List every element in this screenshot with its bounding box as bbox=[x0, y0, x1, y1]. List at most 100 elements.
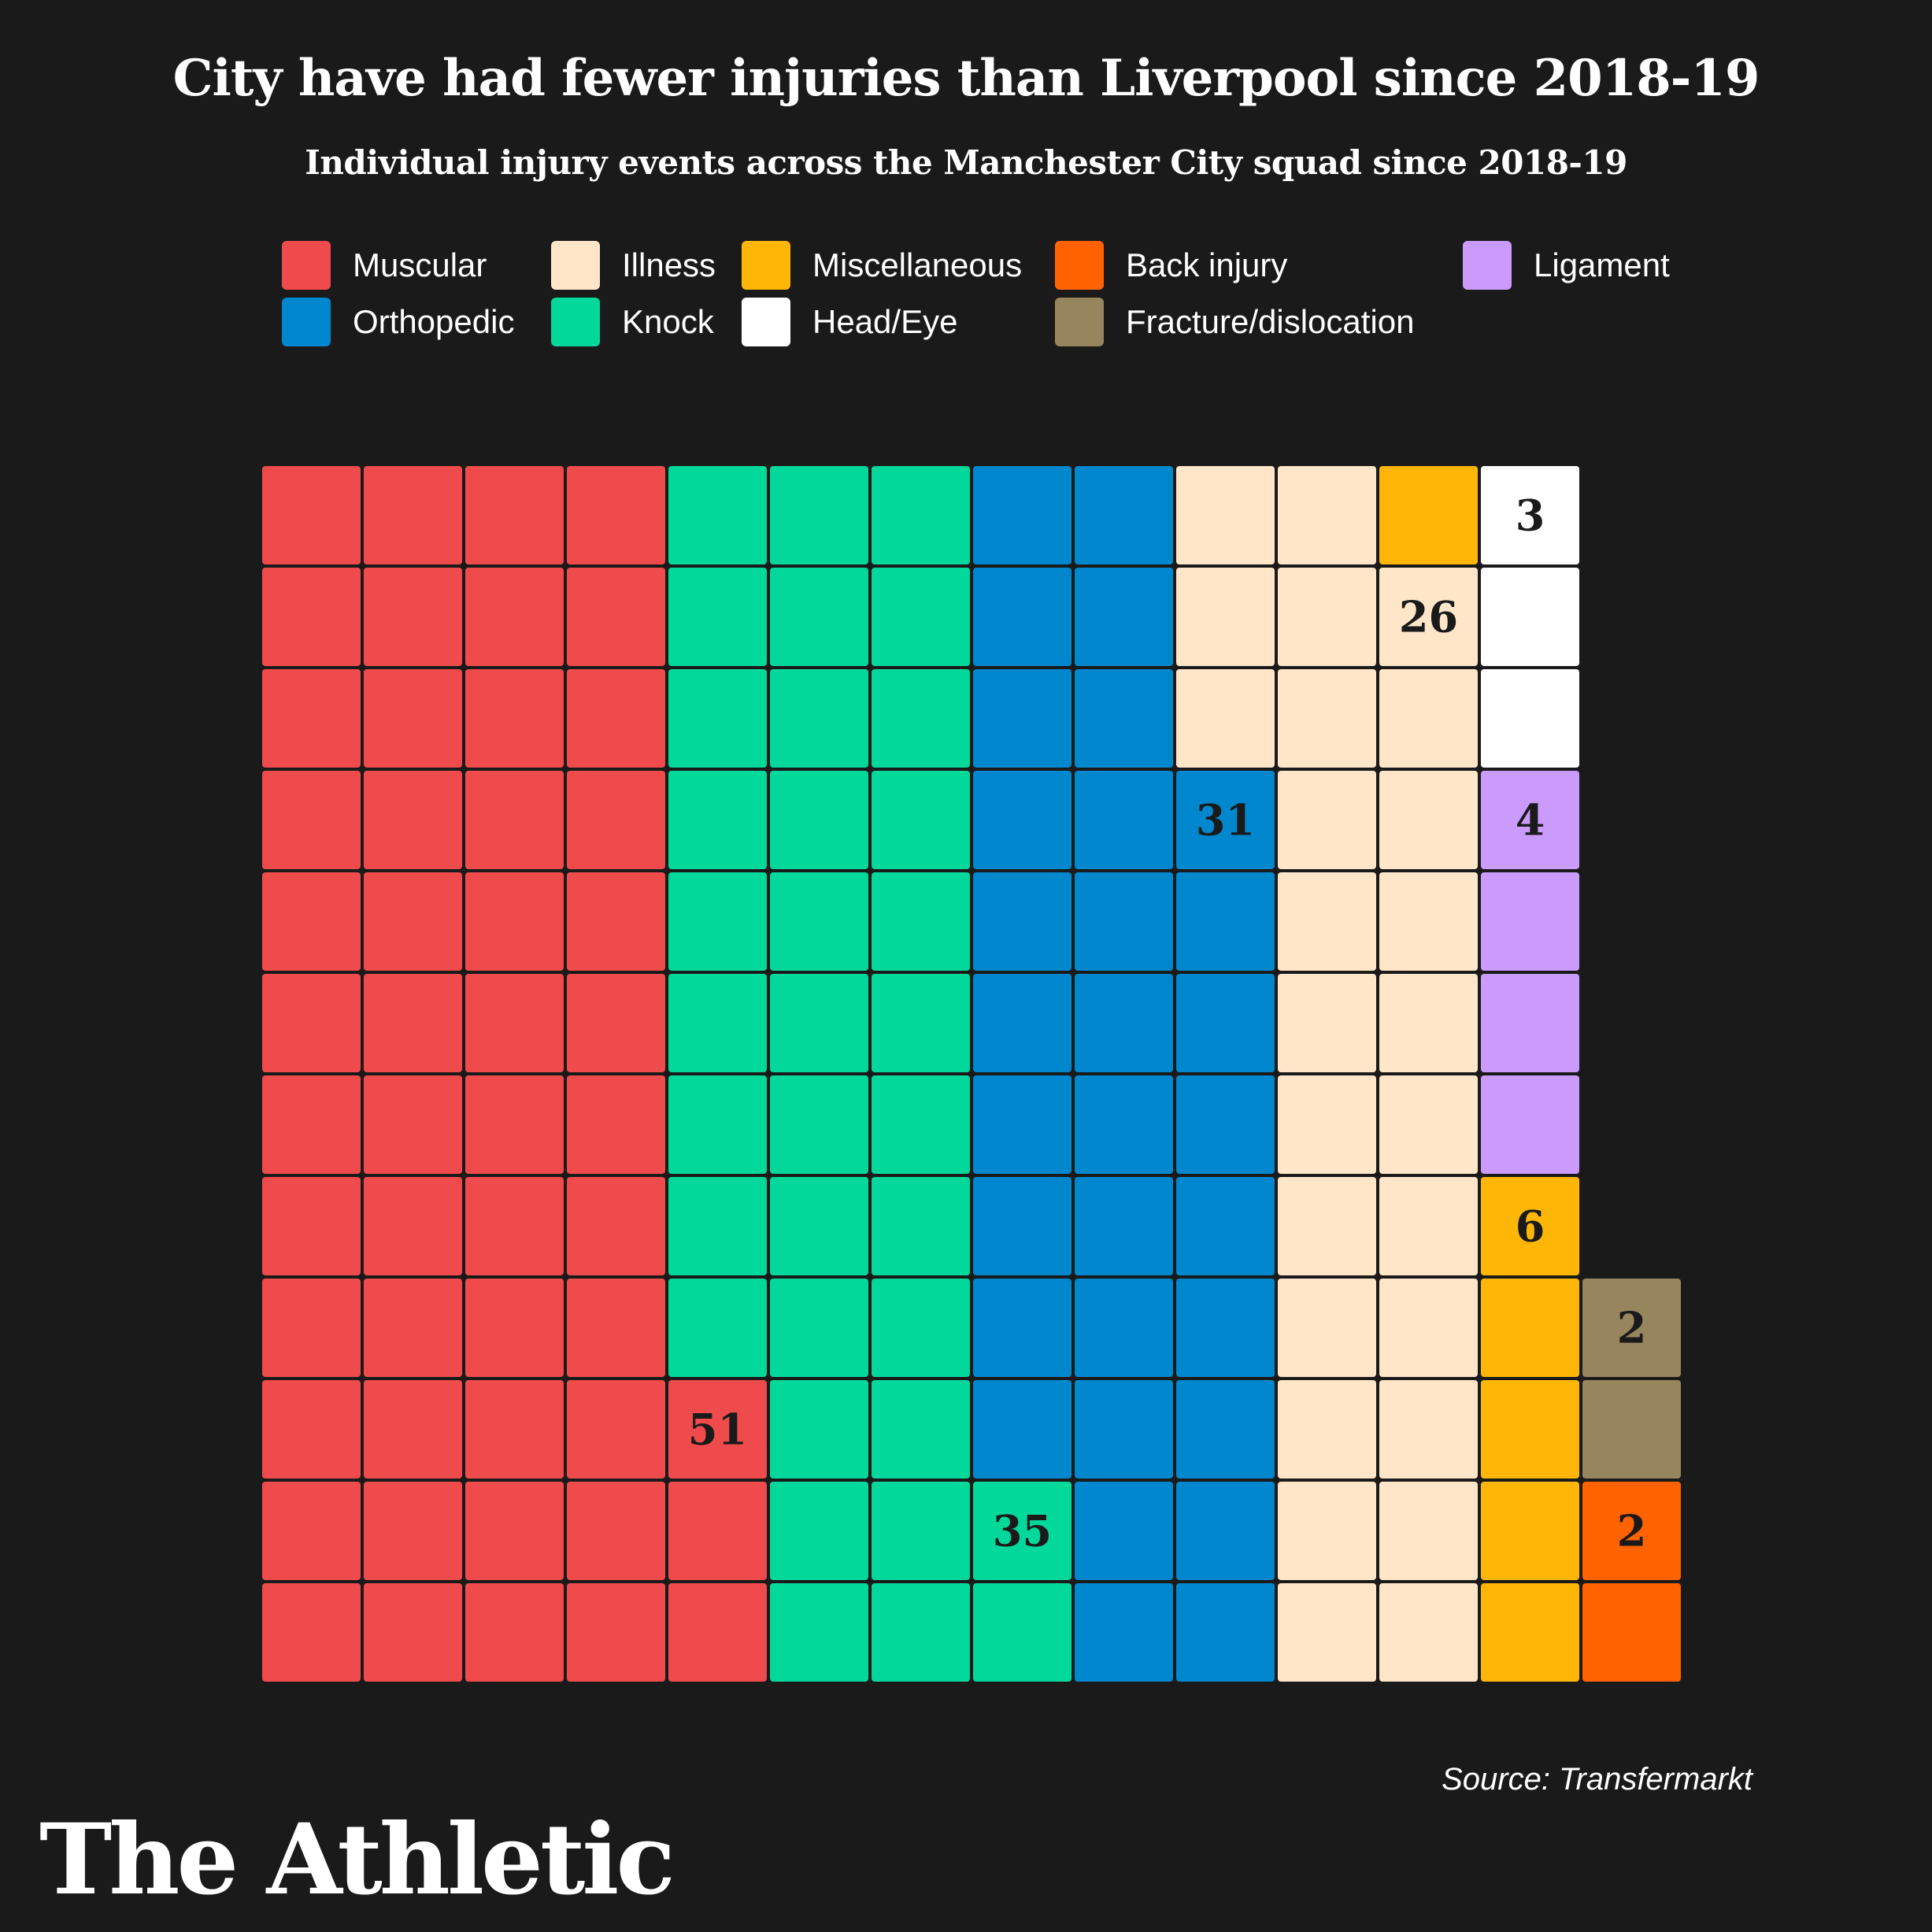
waffle-cell-head-eye-1 bbox=[1481, 466, 1579, 564]
waffle-cell-illness-11 bbox=[1278, 1177, 1376, 1275]
waffle-cell-knock-5 bbox=[668, 872, 767, 971]
waffle-cell-orthopedic-6 bbox=[973, 974, 1071, 1072]
waffle-cell-miscellaneous-3 bbox=[1481, 1279, 1579, 1377]
legend-item-miscellaneous: Miscellaneous bbox=[742, 241, 1022, 290]
waffle-cell-illness-21 bbox=[1379, 1075, 1478, 1174]
waffle-cell-muscular-45 bbox=[567, 1279, 665, 1377]
waffle-cell-fracture-dislocation-2 bbox=[1582, 1380, 1681, 1479]
waffle-cell-orthopedic-2 bbox=[973, 568, 1071, 666]
waffle-cell-illness-10 bbox=[1278, 1075, 1376, 1174]
waffle-cell-illness-2 bbox=[1176, 568, 1275, 666]
waffle-cell-illness-23 bbox=[1379, 1279, 1478, 1377]
waffle-cell-muscular-40 bbox=[567, 771, 665, 869]
waffle-cell-fracture-dislocation-1 bbox=[1582, 1279, 1681, 1377]
waffle-cell-muscular-44 bbox=[567, 1177, 665, 1275]
waffle-cell-knock-4 bbox=[668, 771, 767, 869]
waffle-cell-illness-14 bbox=[1278, 1482, 1376, 1580]
legend-swatch-orthopedic bbox=[282, 298, 331, 346]
value-label-knock: 35 bbox=[993, 1506, 1052, 1556]
value-label-orthopedic: 31 bbox=[1196, 795, 1255, 846]
legend-label-muscular: Muscular bbox=[353, 246, 487, 283]
waffle-cell-muscular-27 bbox=[465, 669, 564, 768]
brand-logo: The Athletic bbox=[39, 1803, 675, 1917]
waffle-cell-orthopedic-9 bbox=[973, 1279, 1071, 1377]
waffle-cell-orthopedic-18 bbox=[1075, 1177, 1173, 1275]
waffle-cell-knock-7 bbox=[668, 1075, 767, 1174]
waffle-cell-orthopedic-25 bbox=[1176, 974, 1275, 1072]
waffle-cell-miscellaneous-4 bbox=[1481, 1380, 1579, 1479]
waffle-cell-illness-4 bbox=[1278, 466, 1376, 564]
waffle-cell-muscular-19 bbox=[364, 1075, 462, 1174]
waffle-cell-knock-26 bbox=[872, 872, 970, 971]
waffle-cell-muscular-15 bbox=[364, 669, 462, 768]
value-label-miscellaneous: 6 bbox=[1516, 1201, 1545, 1252]
waffle-cell-orthopedic-20 bbox=[1075, 1380, 1173, 1479]
waffle-cell-muscular-41 bbox=[567, 872, 665, 971]
legend-label-orthopedic: Orthopedic bbox=[353, 303, 515, 340]
waffle-cell-orthopedic-21 bbox=[1075, 1482, 1173, 1580]
waffle-cell-orthopedic-14 bbox=[1075, 771, 1173, 869]
waffle-cell-muscular-23 bbox=[364, 1482, 462, 1580]
waffle-cell-knock-27 bbox=[872, 974, 970, 1072]
waffle-cell-muscular-24 bbox=[364, 1583, 462, 1682]
waffle-cell-muscular-11 bbox=[262, 1482, 361, 1580]
waffle-cell-muscular-34 bbox=[465, 1380, 564, 1479]
waffle-cell-orthopedic-16 bbox=[1075, 974, 1173, 1072]
waffle-cell-muscular-30 bbox=[465, 974, 564, 1072]
waffle-cell-knock-12 bbox=[770, 669, 868, 768]
waffle-cell-knock-21 bbox=[770, 1583, 868, 1682]
waffle-cell-head-eye-2 bbox=[1481, 568, 1579, 666]
legend-item-knock: Knock bbox=[551, 298, 714, 346]
waffle-cell-muscular-7 bbox=[262, 1075, 361, 1174]
waffle-cell-illness-26 bbox=[1379, 1583, 1478, 1682]
legend-item-fracture-dislocation: Fracture/dislocation bbox=[1055, 298, 1415, 346]
waffle-cell-muscular-22 bbox=[364, 1380, 462, 1479]
waffle-cell-knock-11 bbox=[770, 568, 868, 666]
waffle-cell-muscular-2 bbox=[262, 568, 361, 666]
waffle-cell-muscular-32 bbox=[465, 1177, 564, 1275]
waffle-cell-knock-34 bbox=[973, 1482, 1071, 1580]
waffle-cell-muscular-36 bbox=[465, 1583, 564, 1682]
waffle-cell-illness-18 bbox=[1379, 771, 1478, 869]
waffle-cell-illness-25 bbox=[1379, 1482, 1478, 1580]
waffle-cell-knock-29 bbox=[872, 1177, 970, 1275]
waffle-cell-knock-20 bbox=[770, 1482, 868, 1580]
waffle-cell-miscellaneous-2 bbox=[1481, 1177, 1579, 1275]
waffle-cell-illness-22 bbox=[1379, 1177, 1478, 1275]
waffle-cell-muscular-12 bbox=[262, 1583, 361, 1682]
value-label-fracture-dislocation: 2 bbox=[1617, 1303, 1647, 1353]
waffle-cell-illness-1 bbox=[1176, 466, 1275, 564]
waffle-cell-illness-15 bbox=[1278, 1583, 1376, 1682]
legend-swatch-back-injury bbox=[1055, 241, 1104, 290]
waffle-cell-illness-8 bbox=[1278, 872, 1376, 971]
waffle-cell-muscular-17 bbox=[364, 872, 462, 971]
waffle-cell-muscular-6 bbox=[262, 974, 361, 1072]
legend-item-ligament: Ligament bbox=[1463, 241, 1670, 290]
waffle-cell-illness-19 bbox=[1379, 872, 1478, 971]
waffle-cell-knock-28 bbox=[872, 1075, 970, 1174]
waffle-cell-knock-9 bbox=[668, 1279, 767, 1377]
waffle-cell-muscular-37 bbox=[567, 466, 665, 564]
waffle-cell-muscular-9 bbox=[262, 1279, 361, 1377]
value-label-ligament: 4 bbox=[1516, 795, 1545, 846]
waffle-cell-knock-2 bbox=[668, 568, 767, 666]
legend-label-ligament: Ligament bbox=[1534, 246, 1670, 283]
waffle-cell-orthopedic-12 bbox=[1075, 568, 1173, 666]
waffle-cell-muscular-26 bbox=[465, 568, 564, 666]
legend-label-knock: Knock bbox=[622, 303, 714, 340]
waffle-cell-muscular-39 bbox=[567, 669, 665, 768]
waffle-cell-muscular-10 bbox=[262, 1380, 361, 1479]
legend-swatch-fracture-dislocation bbox=[1055, 298, 1104, 346]
waffle-cell-orthopedic-31 bbox=[1176, 1583, 1275, 1682]
waffle-cell-illness-9 bbox=[1278, 974, 1376, 1072]
waffle-cell-muscular-28 bbox=[465, 771, 564, 869]
value-label-illness: 26 bbox=[1399, 592, 1458, 642]
waffle-cell-knock-6 bbox=[668, 974, 767, 1072]
waffle-cell-back-injury-1 bbox=[1582, 1482, 1681, 1580]
legend-item-head-eye: Head/Eye bbox=[742, 298, 957, 346]
legend-swatch-illness bbox=[551, 241, 600, 290]
value-label-muscular: 51 bbox=[688, 1405, 747, 1455]
waffle-cell-knock-10 bbox=[770, 466, 868, 564]
waffle-cell-muscular-21 bbox=[364, 1279, 462, 1377]
waffle-cell-muscular-48 bbox=[567, 1583, 665, 1682]
